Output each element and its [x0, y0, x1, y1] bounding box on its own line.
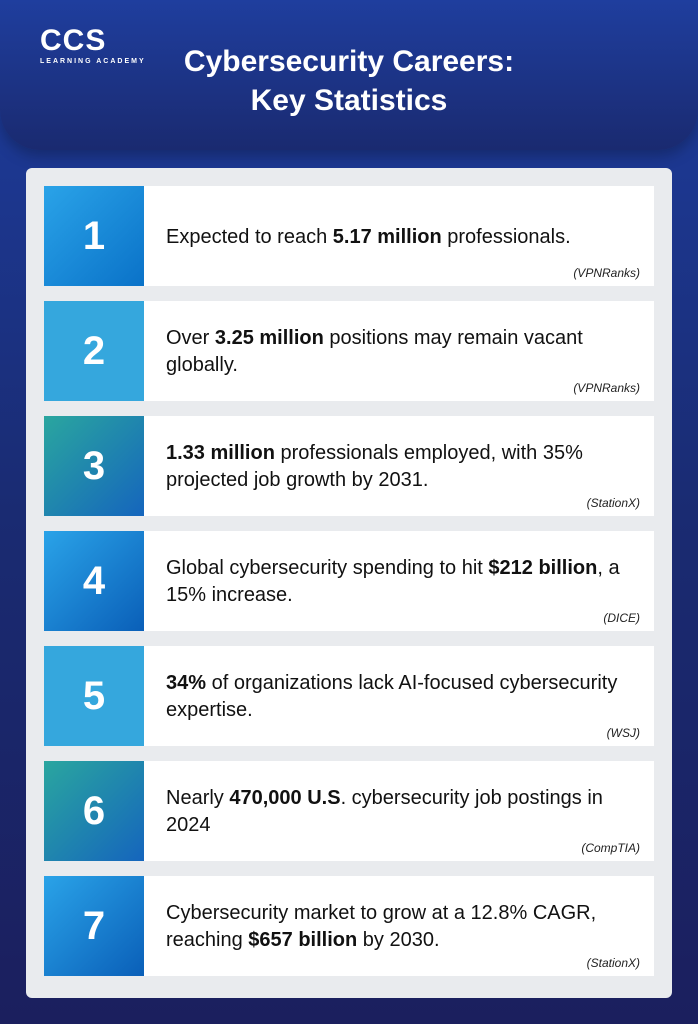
- stat-card: Cybersecurity market to grow at a 12.8% …: [144, 876, 654, 976]
- stat-pre: Expected to reach: [166, 226, 333, 248]
- stat-bold: $212 billion: [488, 557, 597, 579]
- stat-source: (CompTIA): [581, 841, 640, 855]
- stat-source: (StationX): [587, 956, 640, 970]
- header: CCS LEARNING ACADEMY Cybersecurity Caree…: [0, 0, 698, 150]
- stat-number-box: 7: [44, 876, 144, 976]
- stat-pre: Nearly: [166, 787, 229, 809]
- stat-row: 7 Cybersecurity market to grow at a 12.8%…: [44, 876, 654, 976]
- stat-card: Expected to reach 5.17 million professio…: [144, 186, 654, 286]
- stat-text: Over 3.25 million positions may remain v…: [166, 325, 632, 379]
- stat-bold: 470,000 U.S: [229, 787, 340, 809]
- stat-text: 34% of organizations lack AI-focused cyb…: [166, 670, 632, 724]
- title-line-2: Key Statistics: [251, 84, 448, 117]
- stat-card: Global cybersecurity spending to hit $21…: [144, 531, 654, 631]
- infographic-frame: CCS LEARNING ACADEMY Cybersecurity Caree…: [0, 0, 698, 1024]
- stat-row: 5 34% of organizations lack AI-focused cy…: [44, 646, 654, 746]
- stat-post: by 2030.: [357, 929, 439, 951]
- stat-number-box: 3: [44, 416, 144, 516]
- title-line-1: Cybersecurity Careers:: [184, 45, 514, 78]
- stat-post: of organizations lack AI-focused cyberse…: [166, 672, 617, 721]
- stat-number-box: 6: [44, 761, 144, 861]
- stat-card: Nearly 470,000 U.S. cybersecurity job po…: [144, 761, 654, 861]
- stat-source: (VPNRanks): [573, 266, 640, 280]
- stat-text: Cybersecurity market to grow at a 12.8% …: [166, 900, 632, 954]
- stat-number: 2: [83, 329, 105, 374]
- stat-source: (VPNRanks): [573, 381, 640, 395]
- stat-pre: Over: [166, 327, 215, 349]
- stat-bold: 1.33 million: [166, 442, 275, 464]
- stat-number-box: 4: [44, 531, 144, 631]
- logo-main: CCS: [40, 24, 106, 57]
- stat-number: 3: [83, 444, 105, 489]
- stat-source: (DICE): [603, 611, 640, 625]
- stat-bold: $657 billion: [248, 929, 357, 951]
- stat-bold: 3.25 million: [215, 327, 324, 349]
- stat-row: 1 Expected to reach 5.17 million professi…: [44, 186, 654, 286]
- stat-bold: 34%: [166, 672, 206, 694]
- stat-post: professionals.: [442, 226, 571, 248]
- stat-number: 4: [83, 559, 105, 604]
- logo-subtext: LEARNING ACADEMY: [40, 58, 146, 65]
- stat-row: 6 Nearly 470,000 U.S. cybersecurity job p…: [44, 761, 654, 861]
- stat-row: 3 1.33 million professionals employed, wi…: [44, 416, 654, 516]
- stats-list: 1 Expected to reach 5.17 million professi…: [26, 168, 672, 998]
- stat-bold: 5.17 million: [333, 226, 442, 248]
- stat-source: (StationX): [587, 496, 640, 510]
- stat-number: 5: [83, 674, 105, 719]
- stat-card: 34% of organizations lack AI-focused cyb…: [144, 646, 654, 746]
- stat-number: 6: [83, 789, 105, 834]
- stat-row: 4 Global cybersecurity spending to hit $2…: [44, 531, 654, 631]
- stat-number: 1: [83, 214, 105, 259]
- stat-text: Expected to reach 5.17 million professio…: [166, 224, 632, 251]
- stat-source: (WSJ): [607, 726, 640, 740]
- stat-pre: Global cybersecurity spending to hit: [166, 557, 488, 579]
- stat-card: Over 3.25 million positions may remain v…: [144, 301, 654, 401]
- stat-number-box: 2: [44, 301, 144, 401]
- stat-card: 1.33 million professionals employed, wit…: [144, 416, 654, 516]
- logo: CCS LEARNING ACADEMY: [40, 26, 146, 65]
- stat-number-box: 5: [44, 646, 144, 746]
- stat-text: 1.33 million professionals employed, wit…: [166, 440, 632, 494]
- stat-number-box: 1: [44, 186, 144, 286]
- stat-text: Nearly 470,000 U.S. cybersecurity job po…: [166, 785, 632, 839]
- stat-number: 7: [83, 904, 105, 949]
- stat-row: 2 Over 3.25 million positions may remain …: [44, 301, 654, 401]
- stat-text: Global cybersecurity spending to hit $21…: [166, 555, 632, 609]
